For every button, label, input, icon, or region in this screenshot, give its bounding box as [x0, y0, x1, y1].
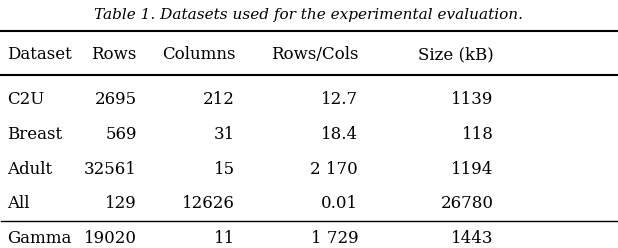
- Text: 1139: 1139: [451, 91, 494, 108]
- Text: 26780: 26780: [441, 195, 494, 213]
- Text: 18.4: 18.4: [321, 126, 358, 143]
- Text: 32561: 32561: [84, 161, 137, 178]
- Text: 15: 15: [214, 161, 235, 178]
- Text: 12.7: 12.7: [321, 91, 358, 108]
- Text: Columns: Columns: [162, 46, 235, 63]
- Text: Breast: Breast: [7, 126, 62, 143]
- Text: C2U: C2U: [7, 91, 44, 108]
- Text: 19020: 19020: [83, 230, 137, 247]
- Text: 0.01: 0.01: [321, 195, 358, 213]
- Text: 1443: 1443: [451, 230, 494, 247]
- Text: 212: 212: [203, 91, 235, 108]
- Text: All: All: [7, 195, 30, 213]
- Text: 2 170: 2 170: [310, 161, 358, 178]
- Text: 129: 129: [105, 195, 137, 213]
- Text: Rows: Rows: [91, 46, 137, 63]
- Text: Size (kB): Size (kB): [418, 46, 494, 63]
- Text: 12626: 12626: [182, 195, 235, 213]
- Text: 31: 31: [214, 126, 235, 143]
- Text: Rows/Cols: Rows/Cols: [271, 46, 358, 63]
- Text: 118: 118: [462, 126, 494, 143]
- Text: 1 729: 1 729: [311, 230, 358, 247]
- Text: Table 1. Datasets used for the experimental evaluation.: Table 1. Datasets used for the experimen…: [95, 8, 523, 22]
- Text: 1194: 1194: [451, 161, 494, 178]
- Text: Dataset: Dataset: [7, 46, 72, 63]
- Text: Gamma: Gamma: [7, 230, 72, 247]
- Text: 11: 11: [214, 230, 235, 247]
- Text: Adult: Adult: [7, 161, 53, 178]
- Text: 569: 569: [105, 126, 137, 143]
- Text: 2695: 2695: [95, 91, 137, 108]
